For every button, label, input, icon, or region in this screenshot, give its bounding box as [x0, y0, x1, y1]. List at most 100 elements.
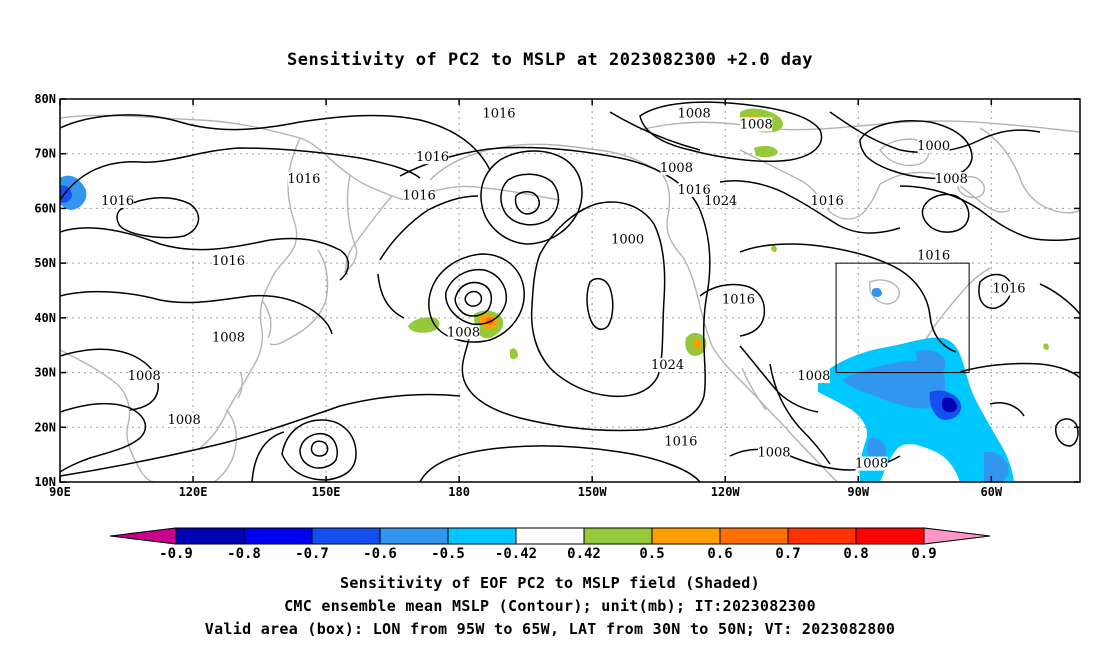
map-title: Sensitivity of PC2 to MSLP at 2023082300… — [286, 50, 813, 70]
lon-label: 90W — [847, 485, 869, 499]
svg-text:1008: 1008 — [855, 457, 888, 472]
colorbar-label: -0.8 — [227, 546, 261, 562]
lon-label: 150E — [312, 485, 341, 499]
contour-label: 1008 — [128, 369, 161, 384]
contour-label: 1008 — [212, 330, 245, 346]
lon-label: 120W — [711, 485, 741, 499]
svg-text:1008: 1008 — [935, 172, 968, 187]
contour-label: 1008 — [678, 106, 711, 121]
svg-text:1016: 1016 — [403, 188, 436, 203]
contour-labels: 1016101610161016101610161008100010161024… — [101, 106, 1026, 472]
svg-text:1008: 1008 — [740, 117, 773, 132]
contour-label: 1016 — [678, 183, 711, 198]
lon-label: 60W — [980, 485, 1002, 499]
svg-text:1016: 1016 — [992, 282, 1025, 297]
svg-text:1024: 1024 — [651, 358, 684, 373]
colorbar-label: -0.6 — [363, 546, 397, 562]
contour-label: 1024 — [704, 193, 737, 209]
lat-label: 80N — [34, 92, 56, 106]
colorbar-label: -0.5 — [431, 546, 465, 562]
contour-label: 1008 — [168, 412, 201, 428]
colorbar-segment — [787, 527, 857, 545]
sensitivity-shading — [60, 108, 1049, 482]
contour-label: 1008 — [757, 445, 791, 461]
colorbar-label: -0.42 — [495, 546, 537, 562]
lon-label: 90E — [49, 485, 71, 499]
svg-text:1016: 1016 — [722, 292, 755, 307]
colorbar-segment — [719, 527, 789, 545]
colorbar-label: 0.8 — [843, 546, 868, 562]
colorbar: -0.9 -0.8 -0.7 -0.6 -0.5 -0.42 0.42 0.5 0.6 0.7 0.… — [109, 527, 991, 562]
contour-label: 1008 — [660, 161, 693, 176]
mslp-contours — [60, 101, 1080, 482]
colorbar-segment — [583, 527, 653, 545]
contour-label: 1008 — [740, 117, 773, 132]
lat-label: 20N — [34, 420, 56, 434]
svg-text:1008: 1008 — [797, 369, 830, 384]
contour-label: 1016 — [101, 193, 134, 209]
contour-label: 1008 — [447, 325, 480, 340]
contour-label: 1024 — [651, 358, 684, 373]
colorbar-segment — [311, 527, 381, 545]
svg-text:1016: 1016 — [678, 183, 711, 198]
lat-label: 10N — [34, 475, 56, 489]
svg-text:1016: 1016 — [287, 172, 320, 187]
caption-valid-area: Valid area (box): LON from 95W to 65W, L… — [204, 620, 896, 638]
colorbar-label: 0.7 — [775, 546, 800, 562]
colorbar-segment — [855, 527, 925, 545]
contour-label: 1016 — [992, 281, 1026, 297]
contour-label: 1016 — [917, 249, 950, 264]
colorbar-label: 0.5 — [639, 546, 664, 562]
contour-label: 1016 — [287, 172, 320, 187]
colorbar-label: -0.9 — [159, 546, 193, 562]
contour-label: 1016 — [212, 254, 245, 269]
svg-text:1008: 1008 — [212, 331, 245, 346]
svg-text:1024: 1024 — [704, 194, 737, 209]
svg-text:1000: 1000 — [611, 232, 644, 247]
axes: 90E 120E 150E 180 150W 120W 90W 60W 80N 70N 60N 50N… — [34, 92, 1080, 499]
contour-label: 1008 — [935, 172, 968, 187]
colorbar-label: 0.42 — [567, 546, 601, 562]
contour-label: 1000 — [611, 232, 644, 247]
colorbar-segment — [175, 527, 245, 545]
svg-text:1008: 1008 — [128, 369, 161, 384]
contour-label: 1016 — [664, 434, 697, 450]
svg-text:1016: 1016 — [212, 254, 245, 269]
contour-label: 1016 — [722, 292, 755, 307]
colorbar-max-arrow — [923, 527, 991, 545]
svg-text:1008: 1008 — [678, 106, 711, 121]
contour-label: 1016 — [403, 188, 436, 203]
colorbar-segment — [243, 527, 313, 545]
plot-border — [59, 98, 1081, 483]
colorbar-segment — [515, 527, 585, 545]
caption-shaded: Sensitivity of EOF PC2 to MSLP field (Sh… — [340, 574, 760, 592]
svg-text:1008: 1008 — [660, 161, 693, 176]
contour-label: 1008 — [855, 456, 888, 472]
lat-label: 60N — [34, 201, 56, 215]
svg-text:1000: 1000 — [917, 139, 950, 154]
lat-label: 30N — [34, 366, 56, 380]
contour-label: 1008 — [797, 369, 830, 384]
colorbar-segment — [651, 527, 721, 545]
colorbar-label: -0.7 — [295, 546, 329, 562]
contour-label: 1016 — [811, 193, 844, 209]
contour-label: 1016 — [416, 150, 449, 165]
svg-text:1016: 1016 — [811, 194, 844, 209]
colorbar-label: 0.6 — [707, 546, 732, 562]
svg-text:1008: 1008 — [757, 446, 790, 461]
colorbar-segment — [447, 527, 517, 545]
svg-text:1016: 1016 — [917, 249, 950, 264]
svg-text:1016: 1016 — [482, 106, 515, 121]
lon-label: 120E — [179, 485, 208, 499]
lon-label: 180 — [448, 485, 470, 499]
colorbar-segment — [379, 527, 449, 545]
svg-text:1008: 1008 — [168, 413, 201, 428]
svg-text:1016: 1016 — [664, 435, 697, 450]
lat-label: 40N — [34, 311, 56, 325]
caption-contour: CMC ensemble mean MSLP (Contour); unit(m… — [284, 597, 816, 615]
lon-label: 150W — [578, 485, 608, 499]
svg-text:1008: 1008 — [447, 325, 480, 340]
valid-area-box — [835, 262, 970, 374]
lat-label: 50N — [34, 256, 56, 270]
